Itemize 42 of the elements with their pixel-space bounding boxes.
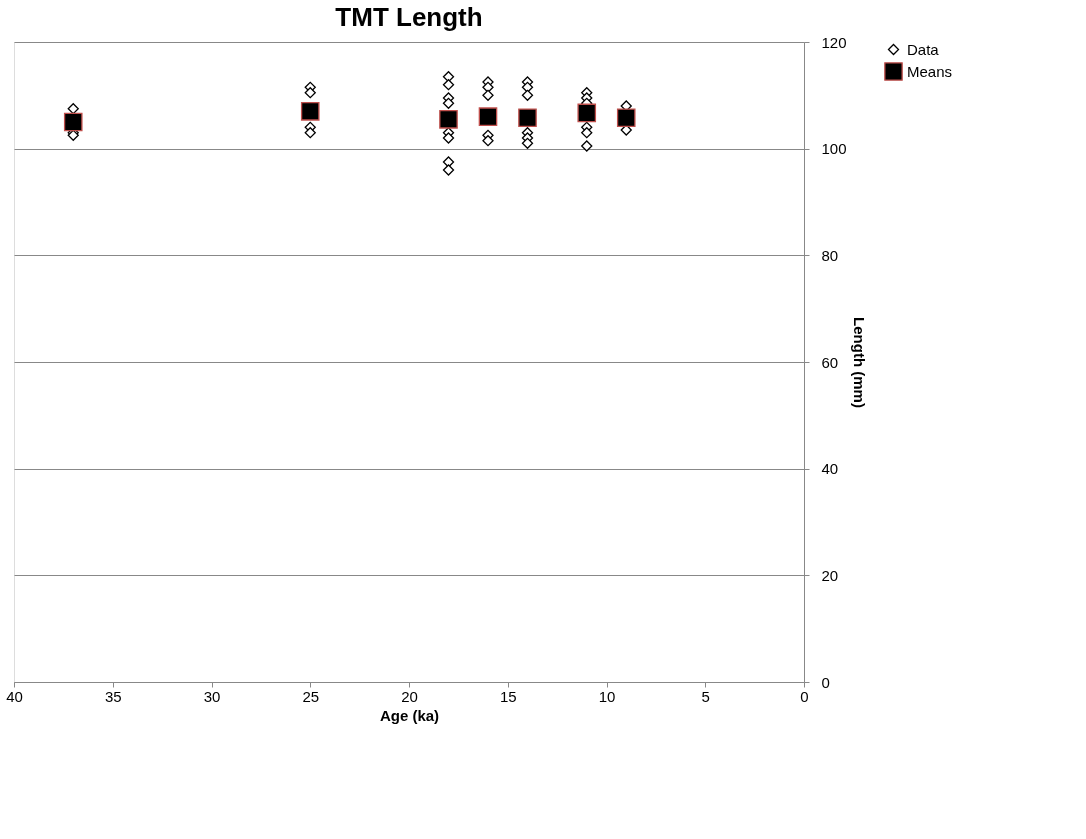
x-tick-label: 5 [701, 687, 710, 705]
y-tick-label: 20 [821, 566, 839, 584]
x-axis-title: Age (ka) [379, 706, 440, 724]
legend-label: Means [907, 62, 953, 80]
y-tick-label: 40 [821, 460, 839, 478]
point [300, 102, 320, 121]
point [581, 140, 593, 152]
y-tick-label: 120 [821, 33, 847, 51]
y-axis-title: Length (mm) [850, 317, 868, 408]
point [442, 97, 455, 109]
x-tick-label: 15 [499, 687, 517, 705]
point [482, 81, 494, 93]
y-tick-label: 100 [821, 140, 847, 158]
point [304, 87, 316, 99]
point [442, 79, 455, 91]
y-tick-label: 60 [821, 353, 839, 371]
point [521, 81, 534, 93]
point [521, 89, 534, 101]
chart-title: TMT Length [335, 2, 483, 32]
legend-label: Data [907, 40, 940, 58]
point [304, 127, 316, 139]
x-tick-label: 30 [203, 687, 221, 705]
point [63, 112, 83, 132]
point [442, 164, 455, 176]
y-tick-label: 0 [821, 673, 830, 691]
point [616, 108, 636, 128]
y-tick-label: 80 [821, 246, 839, 264]
x-tick-label: 20 [401, 687, 418, 705]
point [518, 108, 537, 128]
x-tick-label: 0 [800, 687, 809, 705]
point [482, 89, 494, 101]
x-tick-label: 35 [104, 687, 122, 705]
point [482, 135, 494, 147]
x-tick-label: 40 [6, 687, 23, 705]
point [442, 132, 455, 144]
point [577, 103, 597, 123]
point [521, 137, 534, 149]
x-tick-label: 10 [598, 687, 616, 705]
point [581, 127, 593, 139]
point [439, 110, 458, 129]
x-tick-label: 25 [302, 687, 320, 705]
point [478, 107, 498, 126]
